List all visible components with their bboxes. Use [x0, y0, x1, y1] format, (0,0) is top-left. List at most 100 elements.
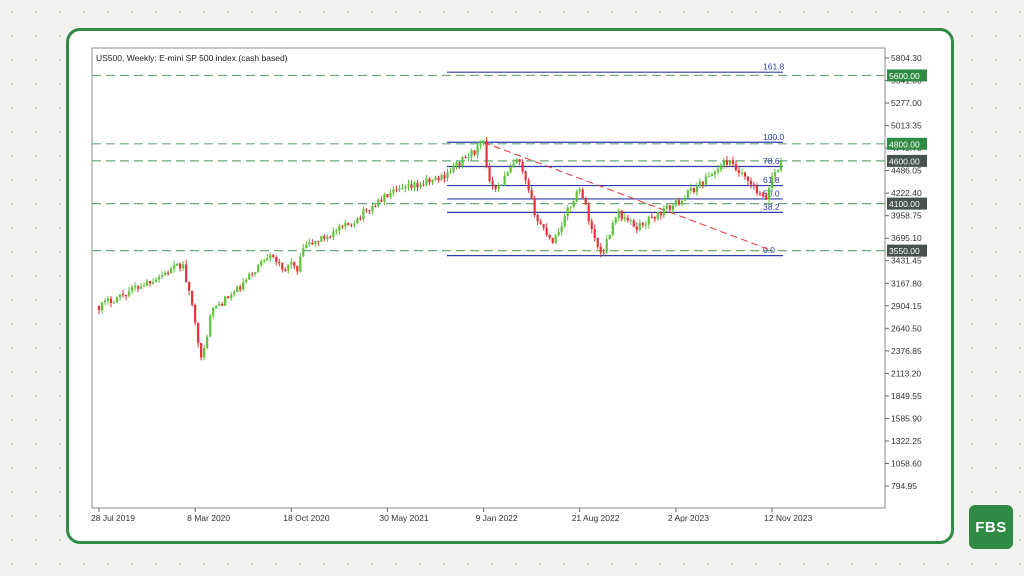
candle-body	[362, 209, 365, 219]
candle-body	[139, 286, 143, 289]
candle-body	[151, 282, 155, 284]
candle-body	[593, 228, 596, 238]
candle-body	[467, 156, 470, 158]
candle-body	[455, 162, 458, 166]
candle-body	[554, 235, 557, 243]
candle-body	[731, 160, 735, 164]
y-tick-label: 3167.80	[891, 278, 922, 288]
y-tick-label: 1322.25	[891, 436, 922, 446]
candle-body	[725, 160, 729, 165]
candle-body	[518, 159, 521, 162]
candle-body	[308, 242, 311, 245]
candle-body	[746, 176, 750, 181]
candle-body	[278, 262, 281, 264]
x-tick-label: 28 Jul 2019	[91, 513, 135, 523]
candle-body	[320, 235, 323, 242]
candle-body	[701, 181, 704, 185]
candle-body	[704, 176, 708, 185]
candle-body	[236, 286, 239, 293]
candle-body	[305, 244, 308, 249]
candle-body	[142, 285, 146, 287]
candle-body	[266, 258, 269, 261]
y-tick-label: 5804.30	[891, 53, 922, 63]
candle-body	[365, 209, 368, 211]
y-tick-label: 2376.85	[891, 346, 922, 356]
candle-body	[509, 167, 512, 173]
candle-body	[611, 222, 614, 235]
trendline-layer	[483, 141, 773, 252]
candle-body	[224, 296, 227, 306]
candle-body	[115, 296, 119, 303]
candle-body	[314, 241, 317, 245]
candle-body	[506, 172, 509, 176]
candle-body	[650, 216, 653, 218]
y-axis: 5804.305541.005277.005013.354749.704486.…	[885, 53, 922, 491]
candle-body	[584, 198, 587, 205]
candle-body	[329, 236, 332, 238]
candle-body	[566, 207, 569, 217]
candle-body	[287, 264, 290, 271]
candle-body	[157, 277, 161, 280]
candle-body	[218, 304, 221, 306]
candle-body	[160, 275, 164, 278]
y-tick-label: 1585.90	[891, 413, 922, 423]
candle-body	[656, 211, 659, 219]
candle-body	[659, 211, 662, 216]
level-badge-label: 3550.00	[889, 246, 920, 256]
fbs-logo: FBS	[969, 505, 1013, 549]
candle-body	[602, 252, 605, 254]
candle-body	[539, 221, 542, 225]
candle-body	[740, 172, 744, 174]
candle-body	[338, 225, 341, 231]
candle-body	[512, 163, 515, 168]
candle-body	[233, 292, 236, 295]
fib-level-label: 78.6	[763, 156, 780, 166]
candle-body	[317, 241, 320, 243]
candle-body	[290, 262, 293, 265]
candle-body	[707, 176, 711, 178]
candle-body	[629, 220, 632, 222]
candle-body	[572, 201, 575, 207]
candle-body	[386, 194, 389, 198]
fib-level-label: 38.2	[763, 202, 780, 212]
candle-body	[533, 198, 536, 215]
candle-body	[680, 200, 683, 205]
candle-body	[443, 175, 446, 178]
candle-body	[251, 273, 254, 275]
candle-body	[545, 227, 548, 235]
candle-body	[209, 315, 212, 337]
x-tick-label: 9 Jan 2022	[476, 513, 518, 523]
candle-body	[145, 281, 149, 286]
y-tick-label: 4222.40	[891, 188, 922, 198]
candle-body	[227, 296, 230, 299]
fib-level-label: 50.0	[763, 188, 780, 198]
candle-body	[109, 298, 113, 304]
x-axis: 28 Jul 2019 8 Mar 2020 18 Oct 2020 30 May 2…	[91, 508, 812, 523]
candle-body	[674, 200, 677, 206]
candle-body	[647, 216, 650, 225]
candle-body	[497, 185, 500, 190]
candle-body	[245, 279, 248, 283]
candle-body	[623, 217, 626, 220]
candle-body	[578, 189, 581, 192]
candle-body	[743, 172, 747, 177]
candle-body	[668, 205, 671, 210]
candle-body	[608, 234, 611, 240]
candle-body	[341, 225, 344, 227]
candle-body	[136, 286, 140, 289]
candle-body	[275, 256, 278, 263]
candle-body	[182, 264, 185, 269]
candle-body	[557, 231, 560, 236]
candle-body	[665, 205, 668, 209]
candle-body	[302, 248, 305, 257]
candle-body	[581, 189, 584, 199]
candle-body	[326, 236, 329, 239]
candle-body	[230, 294, 233, 299]
candle-body	[500, 184, 503, 186]
level-badge-label: 5600.00	[889, 71, 920, 81]
candle-body	[335, 230, 338, 232]
candle-body	[491, 180, 494, 186]
candle-body	[194, 304, 197, 323]
candle-body	[599, 246, 602, 253]
